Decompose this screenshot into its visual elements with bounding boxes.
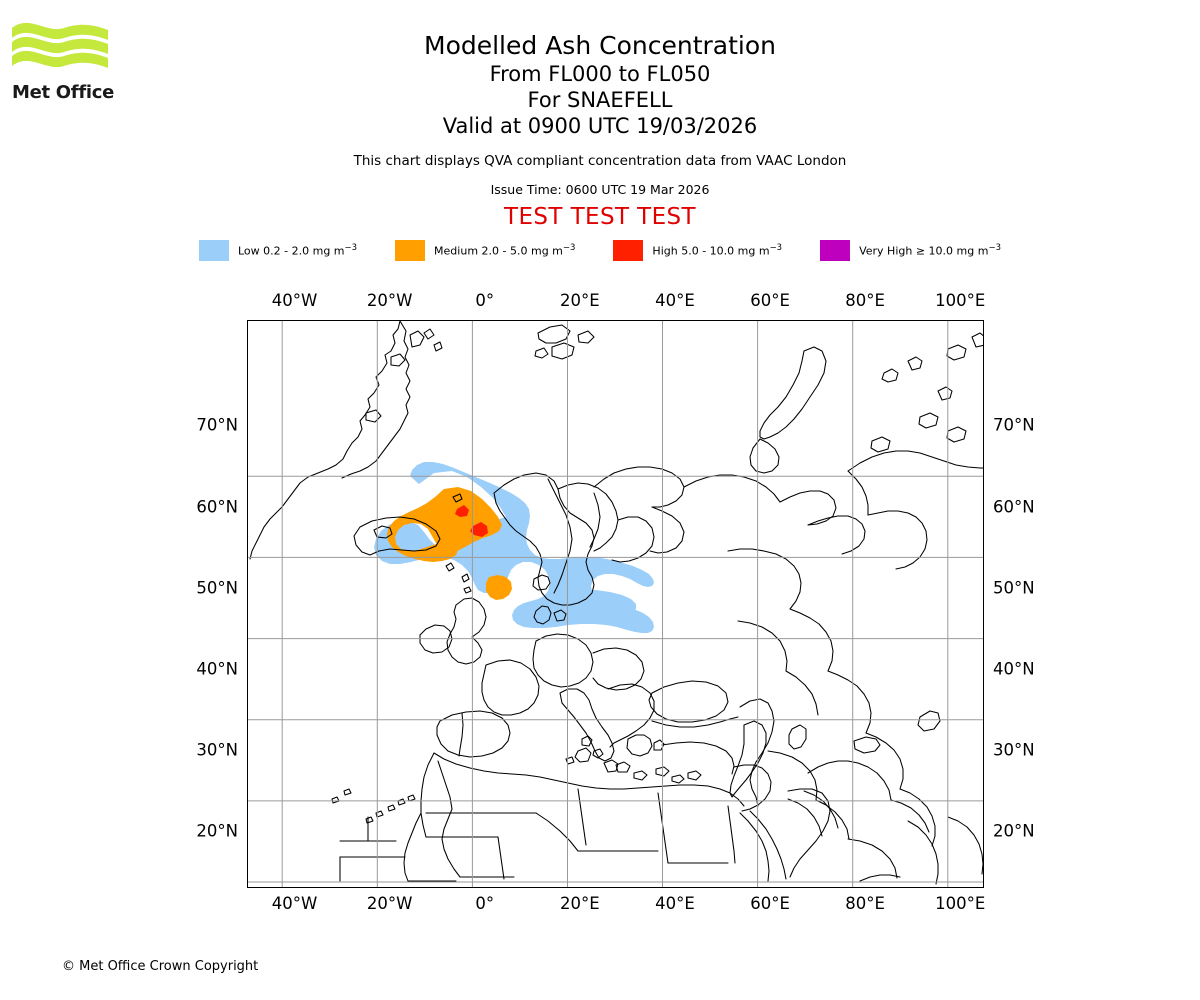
lat-tick-label-left: 20°N bbox=[196, 821, 238, 841]
lon-tick-label: 100°E bbox=[935, 291, 986, 310]
lon-tick-label: 0° bbox=[475, 894, 495, 913]
lat-tick-label-left: 50°N bbox=[196, 578, 238, 598]
lon-tick-label: 20°W bbox=[366, 894, 413, 913]
issue-time: Issue Time: 0600 UTC 19 Mar 2026 bbox=[490, 182, 710, 197]
copyright-notice: © Met Office Crown Copyright bbox=[62, 959, 259, 974]
lat-tick-label-left: 40°N bbox=[196, 659, 238, 679]
lat-tick-label-right: 20°N bbox=[993, 821, 1035, 841]
met-office-logo: Met Office bbox=[12, 18, 132, 103]
lat-tick-label-left: 70°N bbox=[196, 415, 238, 435]
page-title: Modelled Ash Concentration bbox=[424, 31, 776, 60]
legend-label-medium: Medium 2.0 - 5.0 mg m−3 bbox=[434, 243, 576, 258]
lat-tick-label-right: 70°N bbox=[993, 415, 1035, 435]
lon-tick-label: 80°E bbox=[845, 894, 885, 913]
lon-tick-label: 20°E bbox=[559, 291, 600, 310]
lon-tick-label: 60°E bbox=[750, 894, 790, 913]
volcano-line: For SNAEFELL bbox=[527, 88, 673, 112]
test-banner: TEST TEST TEST bbox=[504, 204, 696, 230]
lon-tick-label: 80°E bbox=[845, 291, 885, 310]
concentration-legend: Low 0.2 - 2.0 mg m−3 Medium 2.0 - 5.0 mg… bbox=[0, 240, 1200, 261]
map-gridlines bbox=[248, 321, 983, 887]
lon-tick-label: 20°W bbox=[366, 291, 413, 310]
legend-very-high: Very High ≥ 10.0 mg m−3 bbox=[820, 240, 1001, 261]
met-office-logo-text: Met Office bbox=[12, 82, 115, 103]
legend-medium: Medium 2.0 - 5.0 mg m−3 bbox=[395, 240, 613, 261]
coastlines bbox=[249, 321, 983, 885]
lat-tick-label-left: 60°N bbox=[196, 497, 238, 517]
lon-tick-label: 20°E bbox=[559, 894, 600, 913]
lat-tick-label-right: 30°N bbox=[993, 740, 1035, 760]
lon-tick-label: 40°E bbox=[655, 291, 695, 310]
map-frame bbox=[247, 320, 984, 888]
ash-concentration-map[interactable] bbox=[247, 320, 984, 888]
lat-tick-label-right: 60°N bbox=[993, 497, 1035, 517]
source-note: This chart displays QVA compliant concen… bbox=[353, 153, 847, 169]
lon-tick-label: 40°E bbox=[655, 894, 695, 913]
lat-tick-label-right: 40°N bbox=[993, 659, 1035, 679]
lon-tick-label: 0° bbox=[475, 291, 495, 310]
lon-tick-label: 40°W bbox=[271, 894, 318, 913]
lon-tick-label: 100°E bbox=[935, 894, 986, 913]
lon-tick-label: 40°W bbox=[271, 291, 318, 310]
ash-plume-high bbox=[455, 505, 488, 537]
legend-label-very-high: Very High ≥ 10.0 mg m−3 bbox=[859, 243, 1001, 258]
chart-header: Modelled Ash Concentration From FL000 to… bbox=[0, 0, 1200, 230]
lon-tick-label: 60°E bbox=[750, 291, 790, 310]
legend-swatch-high bbox=[613, 240, 644, 261]
legend-label-high: High 5.0 - 10.0 mg m−3 bbox=[652, 243, 783, 258]
map-canvas bbox=[248, 321, 983, 887]
legend-swatch-medium bbox=[395, 240, 426, 261]
legend-swatch-low bbox=[199, 240, 229, 261]
met-office-wave-logo-icon bbox=[12, 22, 108, 68]
valid-time-line: Valid at 0900 UTC 19/03/2026 bbox=[442, 114, 758, 138]
legend-swatch-very-high bbox=[820, 240, 851, 261]
legend-low: Low 0.2 - 2.0 mg m−3 bbox=[199, 240, 395, 261]
ash-plume-medium bbox=[387, 487, 512, 600]
flight-level-line: From FL000 to FL050 bbox=[489, 62, 711, 86]
legend-label-low: Low 0.2 - 2.0 mg m−3 bbox=[238, 243, 358, 258]
lat-tick-label-left: 30°N bbox=[196, 740, 238, 760]
legend-high: High 5.0 - 10.0 mg m−3 bbox=[613, 240, 820, 261]
lat-tick-label-right: 50°N bbox=[993, 578, 1035, 598]
